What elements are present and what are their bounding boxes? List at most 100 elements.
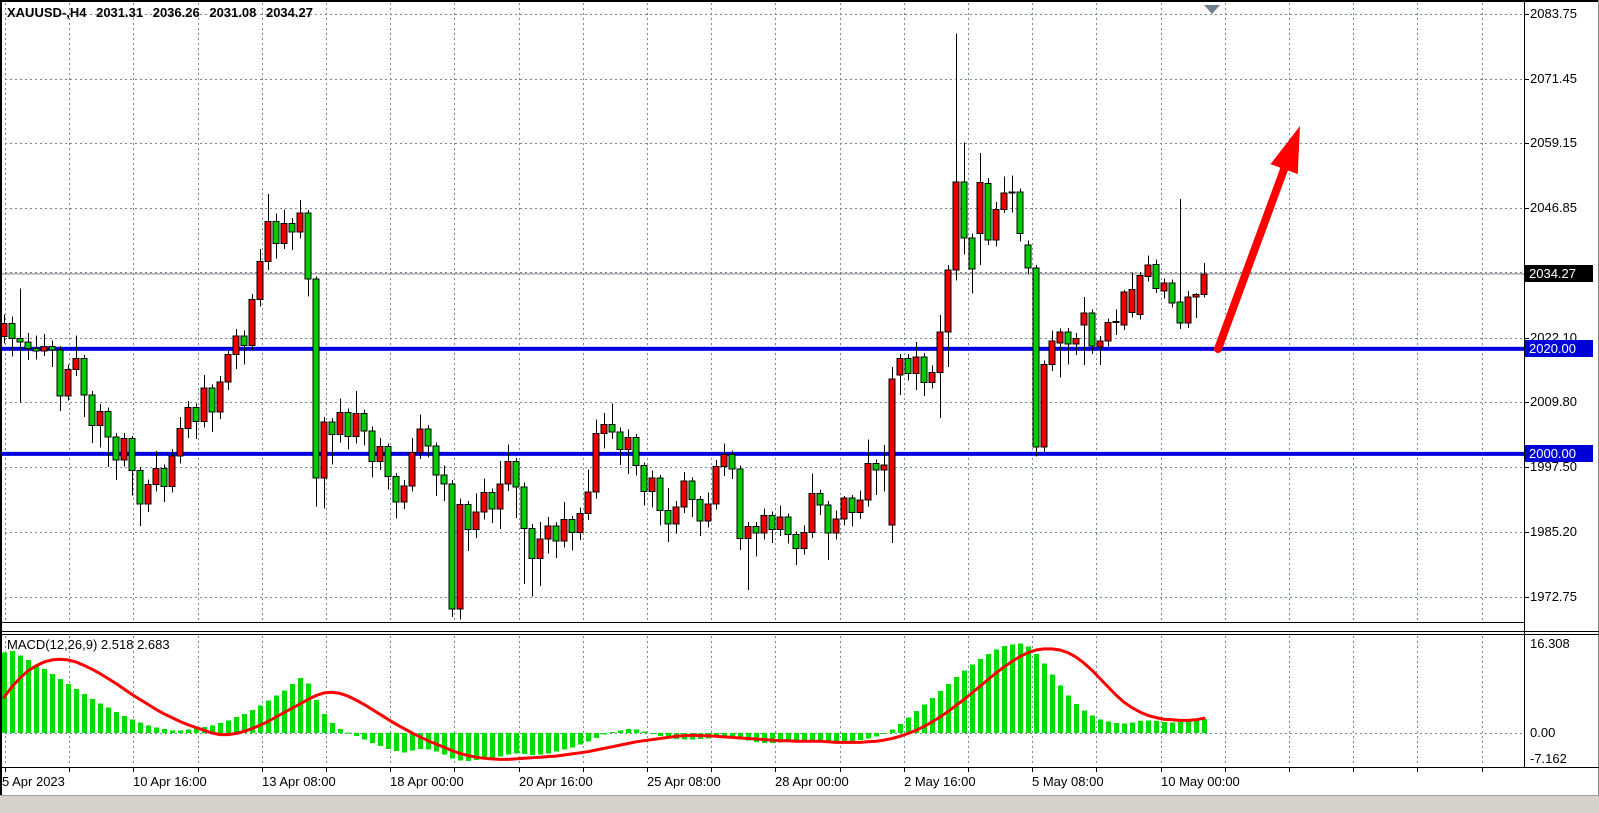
candlestick: [712, 465, 720, 505]
macd-histogram-bar: [530, 733, 535, 755]
candlestick: [96, 410, 104, 427]
macd-histogram-bar: [186, 729, 191, 733]
price-axis-label: 2046.85: [1530, 199, 1577, 215]
macd-histogram-bar: [450, 733, 455, 759]
candlestick: [728, 453, 736, 470]
candlestick: [752, 525, 760, 534]
macd-histogram-bar: [410, 733, 415, 751]
macd-histogram-bar: [514, 733, 519, 754]
candlestick: [552, 525, 560, 542]
candlestick: [40, 346, 48, 352]
candlestick: [264, 221, 272, 263]
candlestick: [224, 354, 232, 383]
candlestick: [160, 468, 168, 487]
time-axis-label: 5 Apr 2023: [2, 774, 65, 789]
macd-histogram-bar: [938, 691, 943, 733]
trend-arrow-head[interactable]: [1270, 126, 1300, 175]
support-line-price-tag[interactable]: 2000.00: [1525, 445, 1593, 463]
support-line-price-tag[interactable]: 2020.00: [1525, 340, 1593, 358]
macd-histogram-bar: [738, 733, 743, 740]
macd-histogram-bar: [226, 720, 231, 733]
macd-histogram-bar: [258, 705, 263, 733]
time-axis-label: 2 May 16:00: [904, 774, 976, 789]
candlestick: [400, 485, 408, 503]
candlestick: [608, 423, 616, 433]
candlestick: [48, 346, 56, 351]
candlestick: [896, 357, 904, 376]
candlestick: [344, 411, 352, 438]
macd-histogram-bar: [1002, 646, 1007, 733]
macd-histogram-bar: [858, 733, 863, 741]
macd-histogram-bar: [634, 729, 639, 733]
macd-histogram-bar: [546, 733, 551, 754]
macd-histogram-bar: [610, 731, 615, 733]
macd-histogram-bar: [826, 733, 831, 742]
candlestick: [560, 519, 568, 542]
support-line-2000[interactable]: [0, 451, 1524, 456]
macd-histogram-bar: [1186, 721, 1191, 733]
support-line-2020[interactable]: [0, 346, 1524, 351]
candlestick: [1032, 267, 1040, 448]
macd-histogram-bar: [570, 733, 575, 748]
time-axis-label: 10 Apr 16:00: [133, 774, 207, 789]
trend-arrow-shaft[interactable]: [1214, 159, 1291, 353]
macd-histogram-bar: [306, 683, 311, 733]
candlestick: [624, 437, 632, 451]
candlestick: [688, 480, 696, 501]
macd-indicator-label: MACD(12,26,9) 2.518 2.683: [7, 637, 170, 652]
candlestick: [328, 421, 336, 435]
macd-histogram-bar: [2, 652, 7, 733]
candlestick: [760, 514, 768, 534]
macd-histogram-bar: [1018, 643, 1023, 733]
candlestick: [992, 209, 1000, 241]
macd-histogram-bar: [114, 712, 119, 733]
macd-histogram-bar: [130, 719, 135, 733]
macd-histogram-bar: [962, 670, 967, 733]
candlestick: [984, 182, 992, 241]
macd-histogram-bar: [354, 733, 359, 736]
ohlc-high: 2036.26: [152, 5, 200, 20]
macd-histogram-bar: [1178, 722, 1183, 733]
chart-ohlc-header: XAUUSD-,H4 2031.31 2036.26 2031.08 2034.…: [7, 5, 319, 20]
macd-histogram-bar: [66, 684, 71, 733]
macd-histogram-bar: [762, 733, 767, 743]
autoscroll-marker-icon[interactable]: [1204, 5, 1220, 14]
macd-histogram-bar: [786, 733, 791, 742]
macd-axis-min: -7.162: [1530, 751, 1567, 766]
candlestick: [1152, 263, 1160, 289]
macd-histogram-bar: [10, 651, 15, 733]
macd-histogram-bar: [594, 733, 599, 738]
candlestick: [528, 527, 536, 559]
macd-histogram-bar: [162, 729, 167, 733]
candlestick: [704, 503, 712, 522]
candlestick: [1104, 322, 1112, 342]
macd-histogram-bar: [338, 729, 343, 733]
ohlc-open: 2031.31: [96, 5, 144, 20]
candlestick: [936, 331, 944, 373]
macd-histogram-bar: [850, 733, 855, 742]
candlestick: [1184, 296, 1192, 324]
candlestick: [976, 181, 984, 234]
macd-histogram-bar: [1042, 663, 1047, 733]
macd-histogram-bar: [522, 733, 527, 754]
candlestick: [144, 483, 152, 505]
macd-histogram-bar: [770, 733, 775, 743]
macd-histogram-bar: [914, 711, 919, 733]
macd-histogram-bar: [434, 733, 439, 752]
macd-histogram-bar: [466, 733, 471, 762]
candlestick: [112, 436, 120, 461]
candlestick: [664, 510, 672, 525]
macd-histogram-bar: [1058, 685, 1063, 733]
macd-histogram-bar: [1010, 644, 1015, 733]
macd-histogram-bar: [778, 733, 783, 743]
macd-histogram-bar: [1066, 695, 1071, 733]
candlestick: [368, 430, 376, 463]
candlestick: [280, 222, 288, 244]
macd-signal-line: [2, 647, 1206, 761]
candlestick: [464, 503, 472, 530]
time-axis-label: 20 Apr 16:00: [519, 774, 593, 789]
candlestick: [640, 464, 648, 493]
time-axis-label: 18 Apr 00:00: [390, 774, 464, 789]
